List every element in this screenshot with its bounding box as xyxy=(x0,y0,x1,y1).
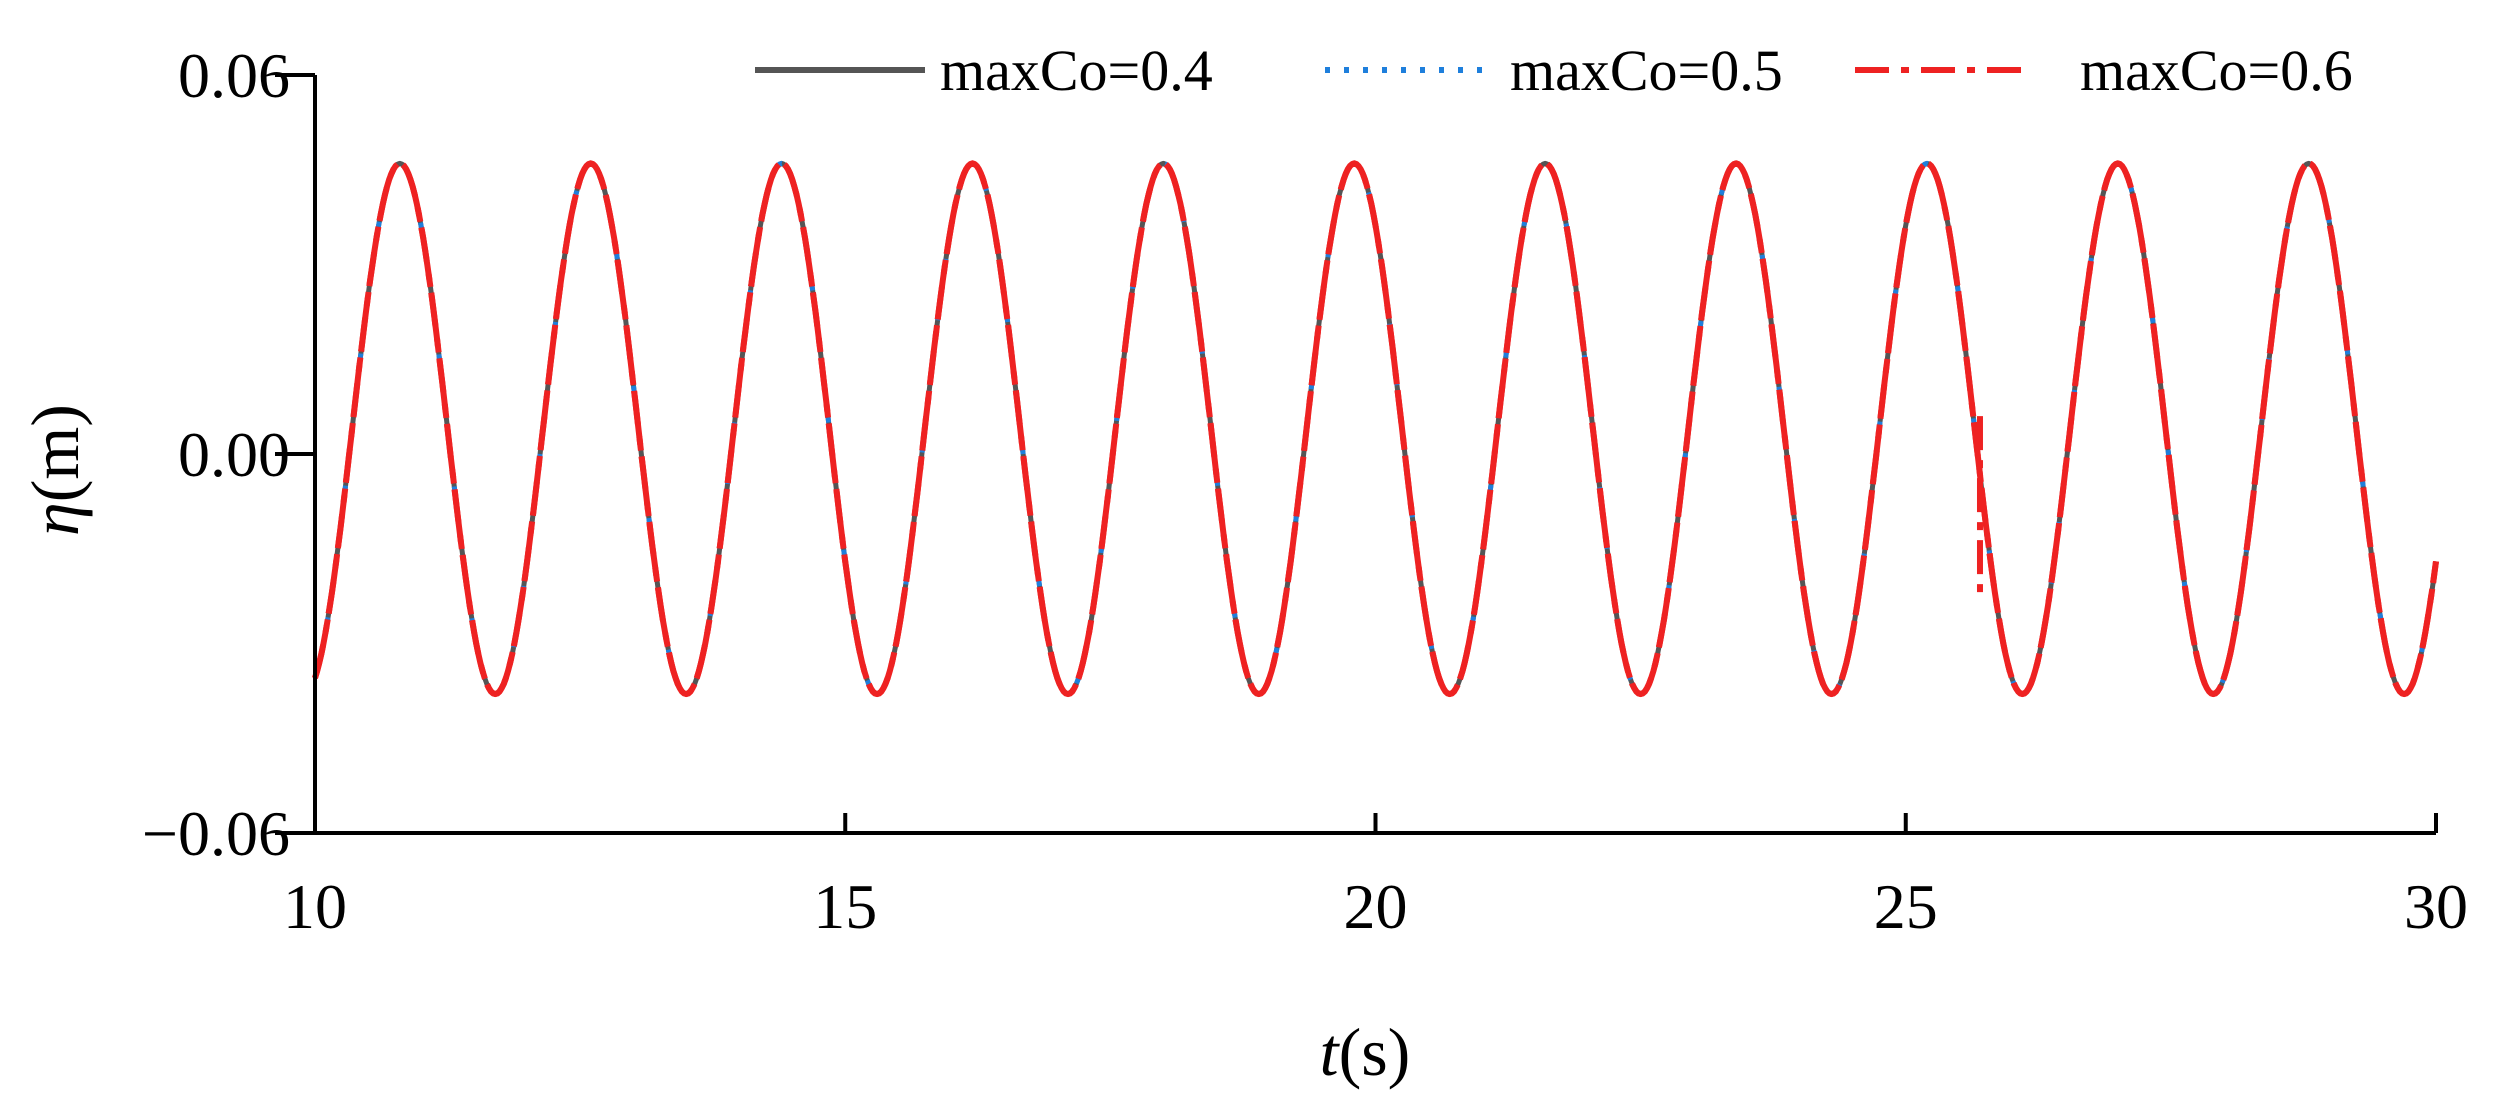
x-tick-label: 20 xyxy=(1344,871,1408,942)
y-tick-label: −0.06 xyxy=(142,798,290,869)
x-axis-title-unit: (s) xyxy=(1339,1014,1411,1090)
x-tick-label: 10 xyxy=(283,871,347,942)
x-tick-label: 15 xyxy=(813,871,877,942)
series-line-3-overlay xyxy=(312,160,2439,698)
ticks: 10 15 20 25 30 −0.06 0.00 0.06 xyxy=(142,40,2468,942)
legend-label-1: maxCo=0.4 xyxy=(940,38,1213,103)
y-axis-title-symbol: η xyxy=(17,502,93,536)
x-axis-title: t(s) xyxy=(1320,1014,1411,1090)
legend-label-3: maxCo=0.6 xyxy=(2080,38,2353,103)
y-tick-label: 0.00 xyxy=(178,419,290,490)
axes xyxy=(313,75,2436,835)
plot-lines xyxy=(312,160,2439,698)
x-axis-title-symbol: t xyxy=(1320,1014,1341,1090)
x-tick-label: 30 xyxy=(2404,871,2468,942)
legend-label-2: maxCo=0.5 xyxy=(1510,38,1783,103)
series-line-2 xyxy=(312,160,2439,697)
y-tick-label: 0.06 xyxy=(178,40,290,111)
y-axis-title: η(m) xyxy=(17,404,93,536)
y-axis-title-unit: (m) xyxy=(17,404,93,502)
legend: maxCo=0.4 maxCo=0.5 maxCo=0.6 xyxy=(755,38,2353,103)
x-tick-label: 25 xyxy=(1874,871,1938,942)
